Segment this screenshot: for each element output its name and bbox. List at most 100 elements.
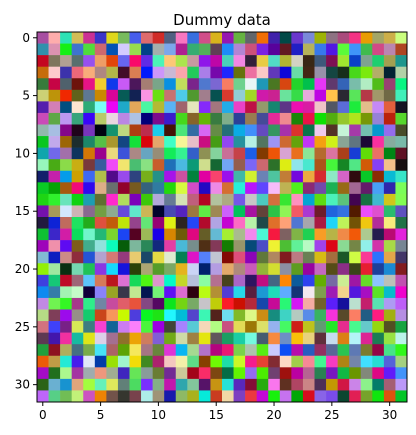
heatmap-cell — [83, 240, 96, 252]
heatmap-cell — [198, 286, 211, 299]
heatmap-cell — [164, 263, 177, 276]
heatmap-cell — [48, 263, 61, 276]
heatmap-cell — [268, 170, 281, 183]
heatmap-cell — [94, 32, 107, 44]
heatmap-cell — [117, 193, 130, 206]
heatmap-cell — [37, 378, 49, 391]
heatmap-cell — [349, 390, 362, 403]
heatmap-cell — [152, 170, 165, 183]
heatmap-cell — [37, 286, 49, 299]
heatmap-cell — [302, 193, 315, 206]
heatmap-cell — [129, 66, 142, 79]
heatmap-cell — [349, 32, 362, 44]
heatmap-cell — [60, 205, 72, 218]
heatmap-cell — [117, 101, 130, 114]
heatmap-cell — [314, 240, 327, 252]
heatmap-cell — [326, 43, 338, 56]
heatmap-cell — [222, 297, 234, 310]
heatmap-cell — [187, 263, 200, 276]
heatmap-cell — [256, 321, 269, 333]
heatmap-cell — [302, 309, 315, 322]
heatmap-cell — [279, 355, 292, 368]
heatmap-cell — [279, 390, 292, 403]
heatmap-cell — [198, 170, 211, 183]
heatmap-cell — [372, 263, 385, 276]
heatmap-cell — [106, 147, 119, 160]
heatmap-cell — [106, 55, 119, 67]
heatmap-cell — [60, 193, 72, 206]
heatmap-cell — [245, 274, 257, 287]
heatmap-cell — [337, 344, 350, 357]
heatmap-cell — [60, 228, 72, 241]
heatmap-cell — [152, 390, 165, 403]
heatmap-cell — [48, 170, 61, 183]
heatmap-cell — [117, 217, 130, 229]
heatmap-cell — [349, 55, 362, 67]
heatmap-cell — [326, 240, 338, 252]
heatmap-cell — [326, 205, 338, 218]
heatmap-cell — [71, 170, 84, 183]
heatmap-cell — [60, 124, 72, 137]
heatmap-cell — [83, 147, 96, 160]
heatmap-cell — [326, 182, 338, 195]
heatmap-cell — [360, 101, 373, 114]
heatmap-cell — [198, 182, 211, 195]
heatmap-cell — [60, 332, 72, 345]
heatmap-cell — [302, 43, 315, 56]
heatmap-cell — [372, 78, 385, 91]
heatmap-cell — [152, 182, 165, 195]
heatmap-cell — [245, 263, 257, 276]
heatmap-cell — [314, 66, 327, 79]
heatmap-cell — [279, 112, 292, 125]
heatmap-cell — [268, 378, 281, 391]
heatmap-cell — [314, 344, 327, 357]
heatmap-cell — [222, 205, 234, 218]
heatmap-cell — [291, 112, 304, 125]
heatmap-cell — [37, 263, 49, 276]
heatmap-cell — [360, 32, 373, 44]
heatmap-cell — [256, 89, 269, 102]
heatmap-cell — [48, 147, 61, 160]
heatmap-cell — [141, 367, 153, 380]
heatmap-cell — [48, 193, 61, 206]
heatmap-cell — [152, 217, 165, 229]
heatmap-cell — [117, 332, 130, 345]
heatmap-cell — [94, 182, 107, 195]
y-tick-label: 10 — [15, 146, 30, 160]
heatmap-cell — [268, 78, 281, 91]
heatmap-cell — [349, 101, 362, 114]
heatmap-cell — [383, 240, 396, 252]
heatmap-cell — [94, 297, 107, 310]
heatmap-cell — [314, 263, 327, 276]
heatmap-cell — [383, 390, 396, 403]
heatmap-cell — [48, 136, 61, 148]
heatmap-cell — [60, 136, 72, 148]
heatmap-cell — [117, 136, 130, 148]
heatmap-cell — [268, 32, 281, 44]
heatmap-cell — [268, 89, 281, 102]
heatmap-cell — [106, 217, 119, 229]
heatmap-cell — [48, 124, 61, 137]
heatmap-cell — [48, 251, 61, 264]
heatmap-cell — [94, 159, 107, 172]
heatmap-cell — [349, 297, 362, 310]
heatmap-cell — [164, 390, 177, 403]
heatmap-cell — [48, 390, 61, 403]
heatmap-cell — [117, 240, 130, 252]
heatmap-cell — [291, 170, 304, 183]
heatmap-cell — [279, 182, 292, 195]
heatmap-cell — [314, 378, 327, 391]
heatmap-cell — [222, 55, 234, 67]
heatmap-cell — [268, 182, 281, 195]
heatmap-cell — [141, 228, 153, 241]
heatmap-cell — [198, 193, 211, 206]
heatmap-cell — [314, 355, 327, 368]
heatmap-cell — [233, 170, 246, 183]
heatmap-cell — [198, 43, 211, 56]
heatmap-cell — [222, 355, 234, 368]
heatmap-cell — [326, 228, 338, 241]
heatmap-cell — [349, 228, 362, 241]
heatmap-cell — [37, 390, 49, 403]
heatmap-cell — [198, 390, 211, 403]
heatmap-cell — [129, 274, 142, 287]
